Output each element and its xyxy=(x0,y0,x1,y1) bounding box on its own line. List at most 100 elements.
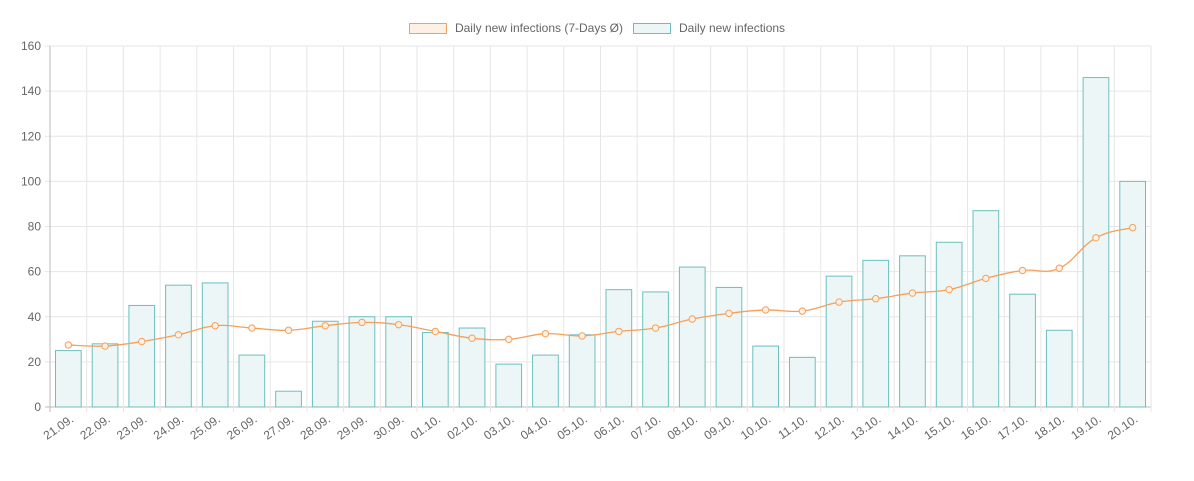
y-tick-label: 100 xyxy=(21,174,41,188)
x-tick-label: 06.10. xyxy=(591,412,626,443)
line-point[interactable] xyxy=(248,324,256,332)
y-tick-label: 60 xyxy=(28,265,42,279)
bar[interactable] xyxy=(201,282,229,408)
bar[interactable] xyxy=(238,354,266,408)
y-tick-label: 140 xyxy=(21,84,41,98)
y-tick-label: 40 xyxy=(28,310,42,324)
x-tick-label: 24.09. xyxy=(151,412,186,443)
bar[interactable] xyxy=(752,345,779,408)
x-tick-label: 02.10. xyxy=(444,412,479,443)
x-tick-label: 26.09. xyxy=(224,412,259,443)
y-tick-label: 120 xyxy=(21,129,41,143)
bar[interactable] xyxy=(275,390,302,408)
bar[interactable] xyxy=(91,343,119,408)
line-point[interactable] xyxy=(688,315,696,323)
bar[interactable] xyxy=(715,286,743,408)
line-point[interactable] xyxy=(761,306,770,314)
bar[interactable] xyxy=(789,356,816,408)
x-tick-label: 19.10. xyxy=(1068,412,1103,443)
bar[interactable] xyxy=(1119,180,1146,408)
bar[interactable] xyxy=(165,284,192,408)
line-point[interactable] xyxy=(64,341,73,349)
bar[interactable] xyxy=(605,289,633,408)
line-point[interactable] xyxy=(541,329,550,338)
line-point[interactable] xyxy=(358,318,366,327)
x-tick-label: 16.10. xyxy=(958,412,993,443)
x-tick-label: 04.10. xyxy=(518,412,553,443)
x-tick-label: 11.10. xyxy=(775,412,810,442)
x-tick-label: 12.10. xyxy=(811,412,846,443)
line-point[interactable] xyxy=(468,334,476,342)
legend-label-bar: Daily new infections xyxy=(679,21,786,35)
line-point[interactable] xyxy=(138,337,146,346)
x-tick-label: 15.10. xyxy=(922,412,957,443)
line-point[interactable] xyxy=(1055,264,1063,272)
line-point[interactable] xyxy=(982,274,990,283)
bar[interactable] xyxy=(311,320,339,408)
bar[interactable] xyxy=(348,316,376,408)
legend-label-line: Daily new infections (7-Days Ø) xyxy=(454,21,623,35)
x-tick-label: 23.09. xyxy=(114,412,149,443)
legend: Daily new infections (7-Days Ø) Daily ne… xyxy=(0,21,1194,35)
bar[interactable] xyxy=(1082,77,1110,408)
x-tick-label: 21.09. xyxy=(41,412,76,443)
bar[interactable] xyxy=(128,304,156,408)
x-tick-label: 20.10. xyxy=(1105,412,1140,443)
line-point[interactable] xyxy=(578,332,586,340)
x-tick-label: 30.09. xyxy=(371,412,406,443)
y-tick-label: 0 xyxy=(34,400,41,414)
line-point[interactable] xyxy=(651,324,660,332)
legend-item-line[interactable]: Daily new infections (7-Days Ø) xyxy=(408,21,623,35)
bar[interactable] xyxy=(568,334,596,408)
x-tick-label: 03.10. xyxy=(481,412,516,443)
bar[interactable] xyxy=(532,354,559,408)
line-point[interactable] xyxy=(835,298,843,306)
bar[interactable] xyxy=(642,291,669,408)
bar[interactable] xyxy=(862,259,890,408)
line-point[interactable] xyxy=(1128,223,1137,232)
line-point[interactable] xyxy=(908,289,917,297)
line-point[interactable] xyxy=(394,320,403,329)
x-tick-label: 13.10. xyxy=(848,412,883,443)
line-point[interactable] xyxy=(1092,234,1100,242)
legend-item-bar[interactable]: Daily new infections xyxy=(633,21,785,35)
x-tick-label: 27.09. xyxy=(261,412,296,443)
legend-swatch-bar xyxy=(633,22,671,34)
line-point[interactable] xyxy=(284,326,293,334)
line-point[interactable] xyxy=(725,309,733,318)
bar[interactable] xyxy=(1045,329,1073,408)
line-point[interactable] xyxy=(174,331,183,339)
bar[interactable] xyxy=(495,363,523,408)
line-point[interactable] xyxy=(615,327,623,336)
x-tick-label: 22.09. xyxy=(77,412,112,443)
x-tick-label: 10.10. xyxy=(738,412,773,443)
line-point[interactable] xyxy=(872,295,880,303)
line-point[interactable] xyxy=(211,322,219,330)
bar[interactable] xyxy=(935,241,963,408)
bar[interactable] xyxy=(825,275,853,408)
x-tick-label: 28.09. xyxy=(298,412,333,443)
bar[interactable] xyxy=(899,255,926,408)
line-point[interactable] xyxy=(945,285,953,294)
bar[interactable] xyxy=(55,350,82,408)
bar[interactable] xyxy=(972,210,1000,408)
x-tick-label: 18.10. xyxy=(1032,412,1067,443)
x-tick-label: 08.10. xyxy=(665,412,700,443)
line-point[interactable] xyxy=(321,322,329,330)
x-tick-label: 09.10. xyxy=(701,412,736,443)
x-tick-label: 01.10. xyxy=(408,412,443,443)
line-point[interactable] xyxy=(431,327,440,336)
line-point[interactable] xyxy=(798,307,807,315)
line-point[interactable] xyxy=(1018,266,1027,275)
bar[interactable] xyxy=(422,332,449,408)
legend-swatch-line xyxy=(408,22,447,34)
bar[interactable] xyxy=(1009,293,1036,408)
line-point[interactable] xyxy=(101,342,109,350)
line-point[interactable] xyxy=(505,335,513,344)
bar[interactable] xyxy=(678,266,706,408)
x-tick-label: 25.09. xyxy=(188,412,223,443)
bar[interactable] xyxy=(385,316,412,408)
x-tick-label: 05.10. xyxy=(555,412,590,443)
